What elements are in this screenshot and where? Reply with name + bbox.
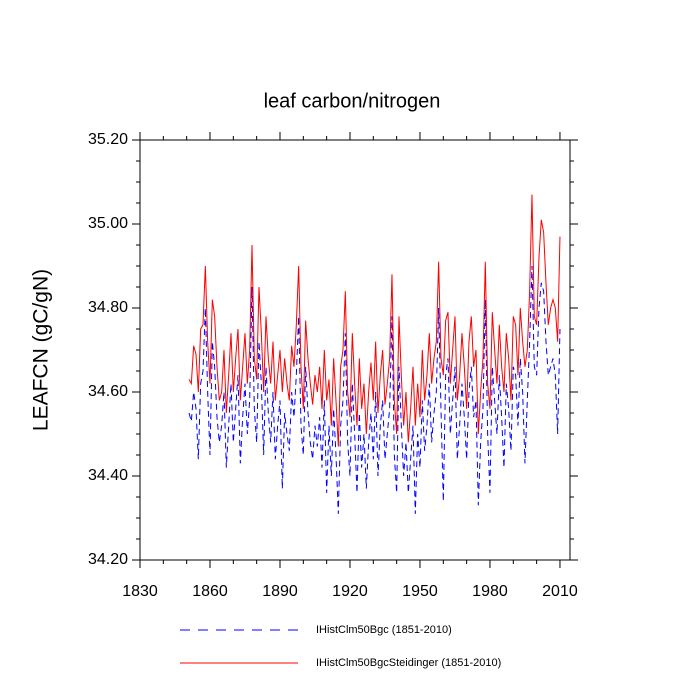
data-line <box>188 194 561 447</box>
y-tick-label: 34.40 <box>88 467 128 484</box>
x-tick-label: 1830 <box>122 583 158 600</box>
x-tick-label: 1890 <box>262 583 298 600</box>
y-tick-label: 35.20 <box>88 131 128 148</box>
x-tick-label: 1920 <box>332 583 368 600</box>
chart-title: leaf carbon/nitrogen <box>264 90 441 112</box>
y-tick-label: 35.00 <box>88 215 128 232</box>
x-tick-label: 2010 <box>542 583 578 600</box>
y-axis-label: LEAFCN (gC/gN) <box>30 269 53 431</box>
legend-label: IHistClm50Bgc (1851-2010) <box>316 624 452 636</box>
y-tick-label: 34.80 <box>88 299 128 316</box>
x-tick-label: 1980 <box>472 583 508 600</box>
data-line <box>188 265 561 514</box>
y-tick-label: 34.20 <box>88 551 128 568</box>
x-tick-label: 1950 <box>402 583 438 600</box>
legend-label: IHistClm50BgcSteidinger (1851-2010) <box>316 657 501 669</box>
x-tick-label: 1860 <box>192 583 228 600</box>
y-tick-label: 34.60 <box>88 383 128 400</box>
